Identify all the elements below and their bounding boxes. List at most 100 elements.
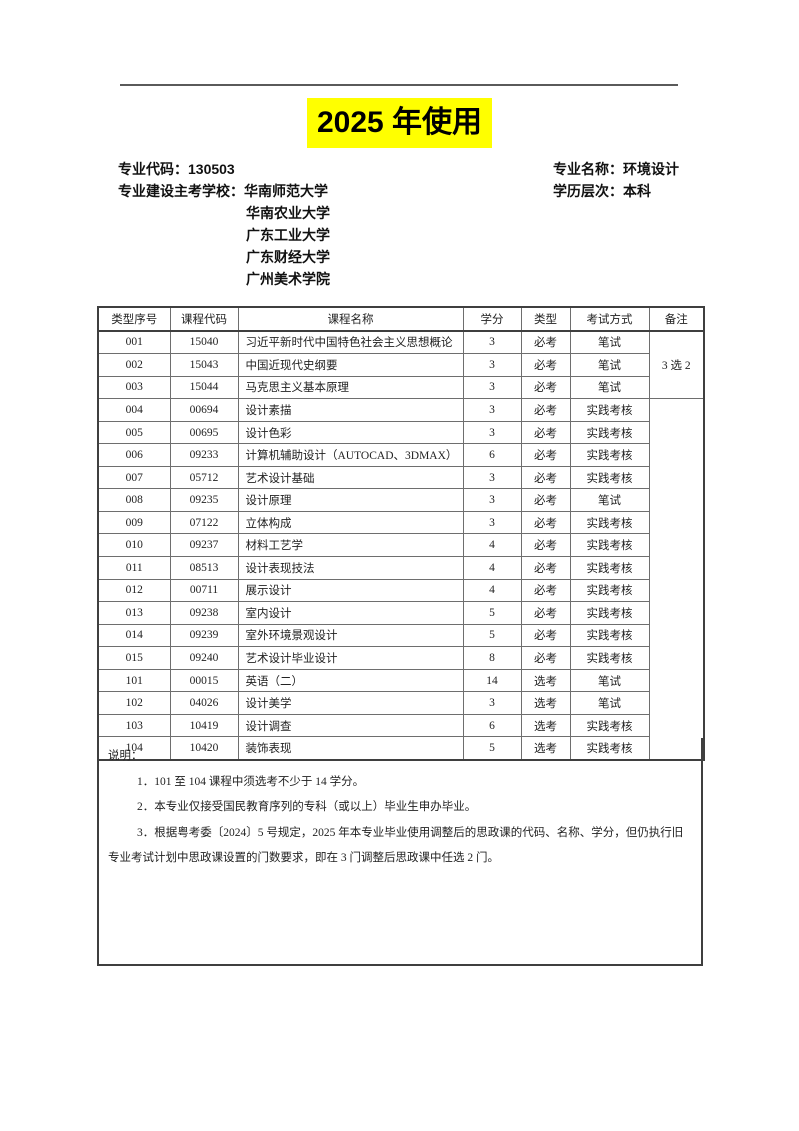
cell-type: 必考 xyxy=(520,601,571,625)
cell-remark xyxy=(648,398,705,761)
table-row: 005 00695 设计色彩 3 必考 实践考核 xyxy=(97,420,704,445)
cell-seq: 104 xyxy=(97,736,171,761)
title-container: 2025 年使用 xyxy=(0,98,799,148)
cell-exam: 实践考核 xyxy=(569,510,650,535)
cell-code: 09237 xyxy=(169,533,239,558)
cell-type: 必考 xyxy=(520,420,571,445)
schools-label: 专业建设主考学校： xyxy=(118,183,244,199)
cell-exam: 实践考核 xyxy=(569,601,650,625)
cell-credits: 4 xyxy=(462,556,522,580)
cell-code: 08513 xyxy=(169,556,239,580)
cell-name: 计算机辅助设计（AUTOCAD、3DMAX） xyxy=(237,443,464,467)
course-table: 类型序号 课程代码 课程名称 学分 类型 考试方式 备注 001 15040 习近平… xyxy=(97,306,705,761)
cell-name: 装饰表现 xyxy=(237,736,464,761)
cell-exam: 实践考核 xyxy=(569,646,650,670)
cell-type: 选考 xyxy=(520,668,571,693)
col-name: 课程名称 xyxy=(237,306,464,332)
cell-credits: 4 xyxy=(462,578,522,603)
cell-code: 09239 xyxy=(169,623,239,648)
cell-credits: 3 xyxy=(462,420,522,445)
school-item: 广东工业大学 xyxy=(246,227,330,243)
cell-seq: 010 xyxy=(97,533,171,558)
cell-name: 立体构成 xyxy=(237,510,464,535)
cell-code: 05712 xyxy=(169,465,239,490)
table-row: 014 09239 室外环境景观设计 5 必考 实践考核 xyxy=(97,623,704,648)
cell-credits: 4 xyxy=(462,533,522,558)
cell-type: 必考 xyxy=(520,443,571,467)
cell-name: 设计美学 xyxy=(237,691,464,715)
cell-exam: 笔试 xyxy=(569,330,650,355)
cell-credits: 3 xyxy=(462,375,522,400)
table-row: 009 07122 立体构成 3 必考 实践考核 xyxy=(97,510,704,535)
cell-seq: 007 xyxy=(97,465,171,490)
major-name-label: 专业名称： xyxy=(553,161,623,177)
school-item: 华南师范大学 xyxy=(244,183,328,199)
table-header-row: 类型序号 课程代码 课程名称 学分 类型 考试方式 备注 xyxy=(97,306,705,332)
cell-code: 09238 xyxy=(169,601,239,625)
table-row: 010 09237 材料工艺学 4 必考 实践考核 xyxy=(97,533,704,558)
cell-code: 00015 xyxy=(169,668,239,693)
school-item: 华南农业大学 xyxy=(246,205,330,221)
cell-exam: 笔试 xyxy=(569,353,650,377)
cell-exam: 实践考核 xyxy=(569,465,650,490)
cell-seq: 013 xyxy=(97,601,171,625)
cell-seq: 102 xyxy=(97,691,171,715)
cell-code: 09233 xyxy=(169,443,239,467)
cell-seq: 015 xyxy=(97,646,171,670)
table-row: 013 09238 室内设计 5 必考 实践考核 xyxy=(97,601,704,625)
cell-code: 00711 xyxy=(169,578,239,603)
notes-section: 说明： 1．101 至 104 课程中须选考不少于 14 学分。 2．本专业仅接… xyxy=(97,738,703,966)
cell-name: 设计素描 xyxy=(237,398,464,422)
table-row: 102 04026 设计美学 3 选考 笔试 xyxy=(97,691,704,715)
cell-remark: 3 选 2 xyxy=(648,330,705,400)
table-row: 011 08513 设计表现技法 4 必考 实践考核 xyxy=(97,556,704,580)
cell-credits: 3 xyxy=(462,488,522,512)
cell-type: 必考 xyxy=(520,556,571,580)
course-table-body: 001 15040 习近平新时代中国特色社会主义思想概论 3 必考 笔试 3 选 2 002 1… xyxy=(97,330,705,761)
cell-name: 设计表现技法 xyxy=(237,556,464,580)
cell-credits: 3 xyxy=(462,465,522,490)
cell-seq: 101 xyxy=(97,668,171,693)
cell-exam: 实践考核 xyxy=(569,420,650,445)
cell-type: 选考 xyxy=(520,691,571,715)
note-item: 1．101 至 104 课程中须选考不少于 14 学分。 xyxy=(137,775,365,788)
cell-exam: 实践考核 xyxy=(569,556,650,580)
cell-credits: 3 xyxy=(462,510,522,535)
col-type: 类型 xyxy=(520,306,571,332)
cell-name: 室外环境景观设计 xyxy=(237,623,464,648)
cell-name: 艺术设计基础 xyxy=(237,465,464,490)
table-row: 103 10419 设计调查 6 选考 实践考核 xyxy=(97,713,704,738)
cell-type: 必考 xyxy=(520,375,571,400)
page-title: 2025 年使用 xyxy=(306,98,493,148)
cell-credits: 14 xyxy=(462,668,522,693)
col-seq: 类型序号 xyxy=(97,306,171,332)
cell-type: 选考 xyxy=(520,736,571,761)
cell-seq: 002 xyxy=(97,353,171,377)
note-item: 2．本专业仅接受国民教育序列的专科（或以上）毕业生申办毕业。 xyxy=(137,801,477,813)
level-line: 学历层次：本科 xyxy=(553,183,651,200)
level-value: 本科 xyxy=(623,183,651,199)
level-label: 学历层次： xyxy=(553,183,623,199)
cell-type: 必考 xyxy=(520,465,571,490)
cell-name: 设计原理 xyxy=(237,488,464,512)
cell-type: 必考 xyxy=(520,533,571,558)
cell-code: 00694 xyxy=(169,398,239,422)
table-row: 004 00694 设计素描 3 必考 实践考核 xyxy=(97,398,705,761)
cell-name: 材料工艺学 xyxy=(237,533,464,558)
cell-seq: 004 xyxy=(97,398,171,422)
cell-credits: 3 xyxy=(462,353,522,377)
table-row: 002 15043 中国近现代史纲要 3 必考 笔试 xyxy=(97,353,704,377)
cell-exam: 实践考核 xyxy=(569,736,650,761)
major-code-label: 专业代码： xyxy=(118,161,188,177)
col-exam: 考试方式 xyxy=(569,306,650,332)
cell-type: 选考 xyxy=(520,713,571,738)
cell-code: 09240 xyxy=(169,646,239,670)
cell-type: 必考 xyxy=(520,646,571,670)
cell-exam: 笔试 xyxy=(569,668,650,693)
cell-exam: 实践考核 xyxy=(569,578,650,603)
cell-exam: 实践考核 xyxy=(569,443,650,467)
cell-name: 英语（二） xyxy=(237,668,464,693)
major-code-line: 专业代码：130503 xyxy=(118,161,235,178)
cell-code: 15040 xyxy=(169,330,239,355)
cell-code: 00695 xyxy=(169,420,239,445)
